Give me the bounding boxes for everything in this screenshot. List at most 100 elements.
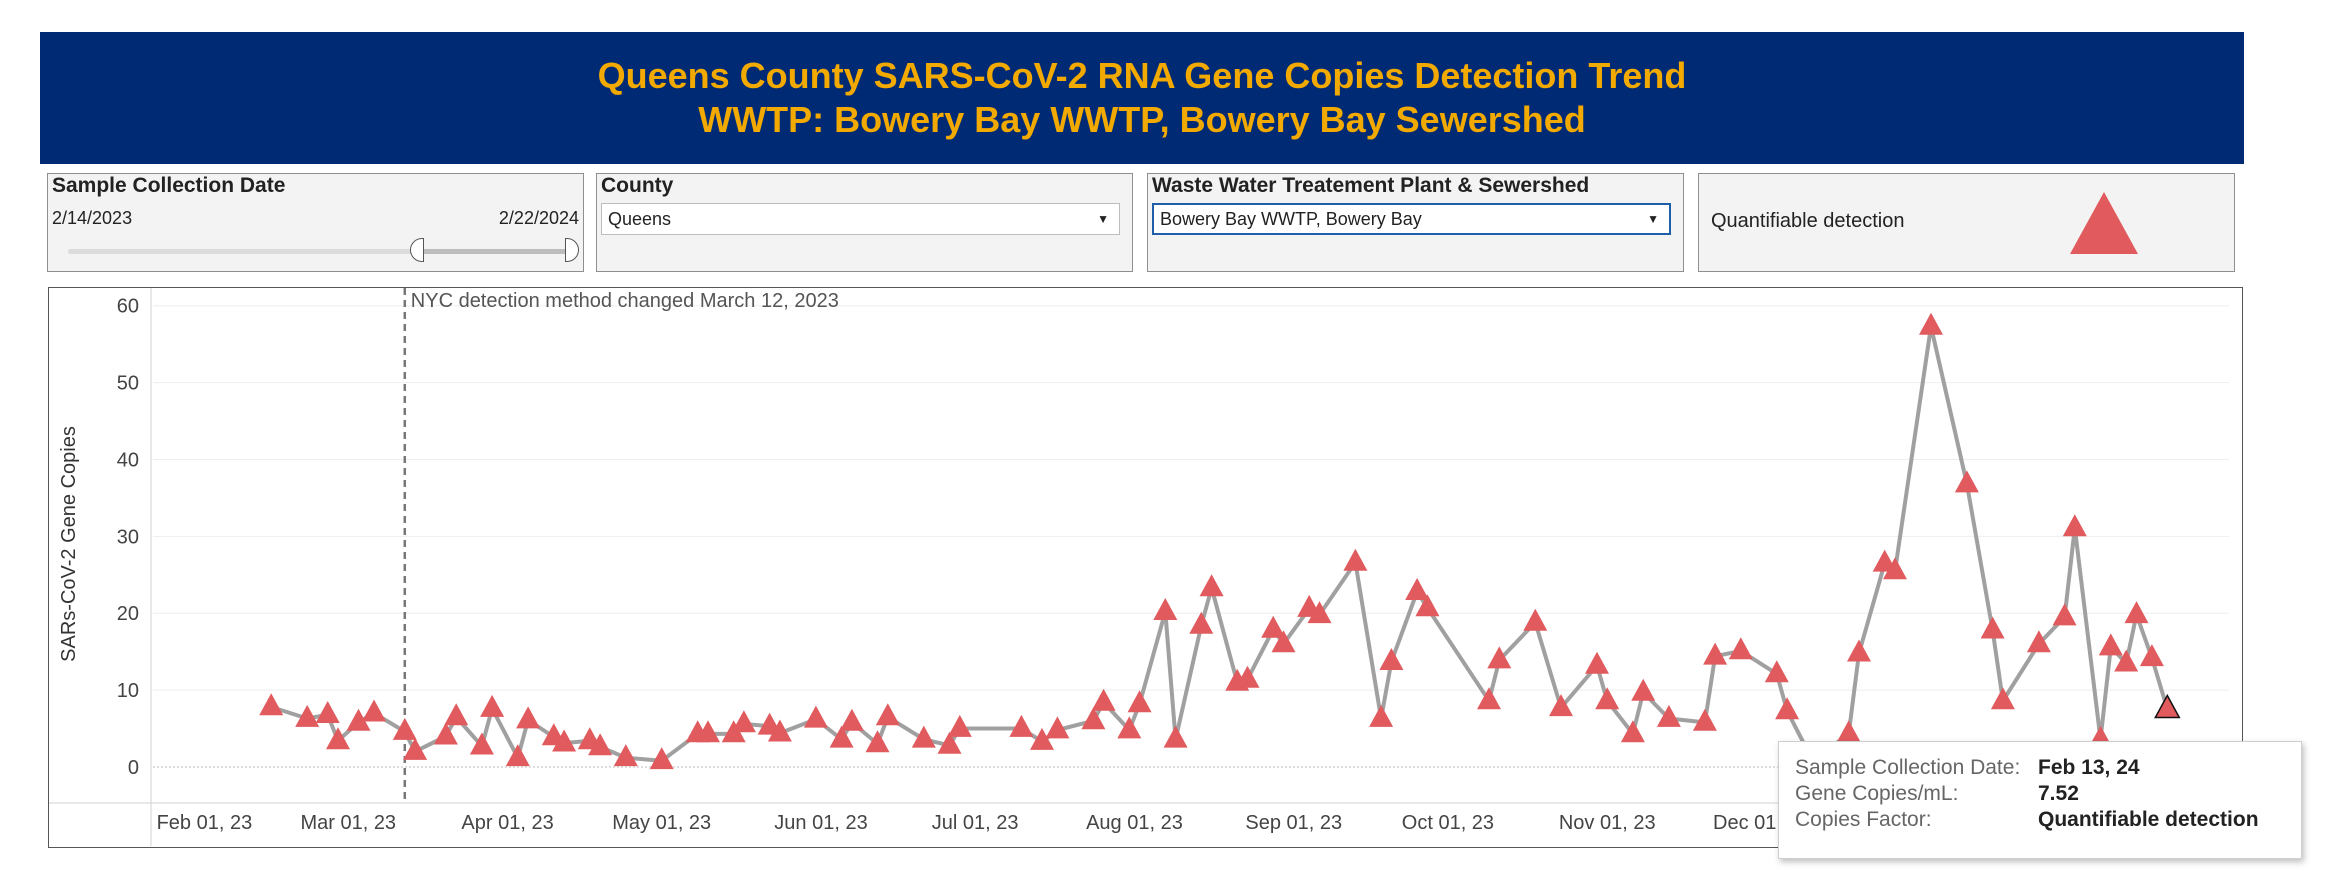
x-tick-label: Sep 01, 23 — [1245, 812, 1342, 834]
data-point-marker — [2098, 633, 2123, 656]
plant-filter-title: Waste Water Treatement Plant & Sewershed — [1152, 174, 1590, 197]
data-point-marker — [2052, 603, 2077, 626]
x-tick-label: Apr 01, 23 — [461, 812, 553, 834]
date-slider-selected-range — [413, 249, 569, 254]
triangle-marker-icon — [2070, 192, 2138, 254]
data-point-marker — [1261, 615, 1286, 638]
x-tick-label: Nov 01, 23 — [1559, 812, 1656, 834]
data-point-marker — [1153, 598, 1178, 620]
data-point-marker — [1199, 574, 1224, 597]
data-point-marker — [1343, 548, 1368, 571]
data-point-marker — [362, 699, 386, 722]
data-point-marker — [259, 693, 284, 716]
data-point-marker — [911, 725, 936, 748]
data-point-marker — [295, 704, 320, 727]
data-point-marker — [1379, 648, 1404, 670]
data-point-marker — [1163, 725, 1188, 748]
data-point-marker — [2062, 514, 2087, 537]
data-point-marker — [326, 727, 350, 750]
data-point-marker — [839, 708, 864, 731]
data-point-marker — [947, 714, 972, 737]
x-tick-label: Oct 01, 23 — [1402, 812, 1494, 834]
data-point-marker — [2026, 630, 2051, 653]
y-tick-label: 20 — [117, 603, 139, 625]
date-filter-title: Sample Collection Date — [52, 174, 286, 197]
data-point-marker — [2139, 644, 2164, 667]
data-point-marker — [403, 737, 428, 760]
date-slider-start-handle[interactable] — [410, 238, 424, 262]
data-point-marker — [937, 731, 962, 754]
line-chart: 0 10 20 30 40 50 60 SARs-CoV-2 Gene Copies Feb … — [49, 288, 2241, 846]
date-range-start: 2/14/2023 — [52, 208, 133, 228]
data-point-marker — [469, 732, 494, 755]
county-filter-title: County — [601, 174, 674, 197]
data-point-marker — [1883, 557, 1907, 580]
data-point-marker — [1235, 665, 1260, 688]
data-point-marker — [505, 744, 530, 767]
data-point-marker — [696, 720, 720, 743]
tooltip-value: Quantifiable detection — [2038, 808, 2259, 831]
county-dropdown[interactable]: Queens ▼ — [601, 203, 1120, 235]
x-axis: Feb 01, 23 Mar 01, 23 Apr 01, 23 May 01, 23… — [157, 812, 1810, 834]
method-change-label: NYC detection method changed March 12, 2… — [411, 290, 839, 312]
plant-dropdown[interactable]: Bowery Bay WWTP, Bowery Bay ▼ — [1152, 203, 1671, 235]
data-point-marker — [1081, 707, 1106, 730]
data-point-marker — [1117, 716, 1142, 739]
data-point-marker — [1477, 687, 1501, 710]
y-axis: 0 10 20 30 40 50 60 SARs-CoV-2 Gene Copies — [58, 296, 139, 779]
title-banner: Queens County SARS-CoV-2 RNA Gene Copies… — [40, 32, 2244, 164]
series-line — [270, 324, 2170, 763]
tooltip-key: Sample Collection Date: — [1795, 756, 2021, 779]
data-point-marker — [1631, 678, 1656, 701]
y-tick-label: 60 — [117, 296, 139, 318]
chevron-down-icon: ▼ — [1647, 212, 1659, 226]
data-point-marker — [1369, 704, 1394, 727]
data-point-marker — [392, 717, 417, 740]
date-range-filter: Sample Collection Date 2/14/2023 2/22/20… — [47, 173, 584, 272]
data-point-marker — [516, 706, 541, 729]
data-point-marker — [433, 722, 458, 745]
data-point-marker — [1091, 688, 1116, 711]
data-point-marker — [1523, 608, 1548, 631]
data-point-marker — [875, 703, 900, 726]
data-point-marker — [1954, 470, 1979, 493]
data-point-marker — [1980, 616, 2005, 639]
y-tick-label: 30 — [117, 526, 139, 548]
data-point-marker — [1703, 642, 1728, 665]
data-point-marker — [731, 710, 756, 733]
data-point-marker — [480, 694, 505, 717]
data-point-marker — [1764, 660, 1789, 683]
y-tick-label: 0 — [128, 757, 139, 779]
data-point-marker — [1585, 651, 1609, 674]
data-point-marker — [588, 733, 613, 756]
data-point-marker — [1415, 594, 1440, 617]
data-point-marker — [1271, 630, 1296, 653]
tooltip-value: 7.52 — [2038, 782, 2079, 805]
data-point-marker — [829, 725, 854, 748]
data-point-marker — [1549, 694, 1573, 717]
data-point-marker-selected — [2154, 693, 2181, 719]
data-point-marker — [1009, 714, 1034, 737]
y-tick-label: 10 — [117, 680, 139, 702]
tooltip-row-date: Sample Collection Date: Feb 13, 24 — [1795, 756, 2140, 780]
county-filter: County Queens ▼ — [596, 173, 1133, 272]
y-axis-title: SARs-CoV-2 Gene Copies — [58, 426, 80, 662]
plant-filter: Waste Water Treatement Plant & Sewershed… — [1147, 173, 1684, 272]
data-point-marker — [613, 744, 638, 767]
data-point-marker — [1836, 720, 1861, 743]
y-tick-label: 40 — [117, 449, 139, 471]
data-point-marker — [1847, 639, 1871, 662]
data-point-marker — [552, 729, 577, 752]
x-tick-label: Aug 01, 23 — [1086, 812, 1183, 834]
plot-area — [259, 312, 2181, 770]
data-point-marker — [444, 703, 469, 726]
data-point-marker — [346, 708, 371, 731]
data-point-marker — [767, 719, 792, 742]
data-point-marker — [1656, 704, 1681, 727]
data-point-marker — [1620, 720, 1645, 743]
data-point-marker — [1307, 601, 1332, 624]
chart-gridlines — [49, 288, 2241, 846]
date-slider-end-handle[interactable] — [565, 238, 579, 262]
date-slider-track[interactable] — [68, 249, 571, 254]
x-tick-label: May 01, 23 — [612, 812, 711, 834]
